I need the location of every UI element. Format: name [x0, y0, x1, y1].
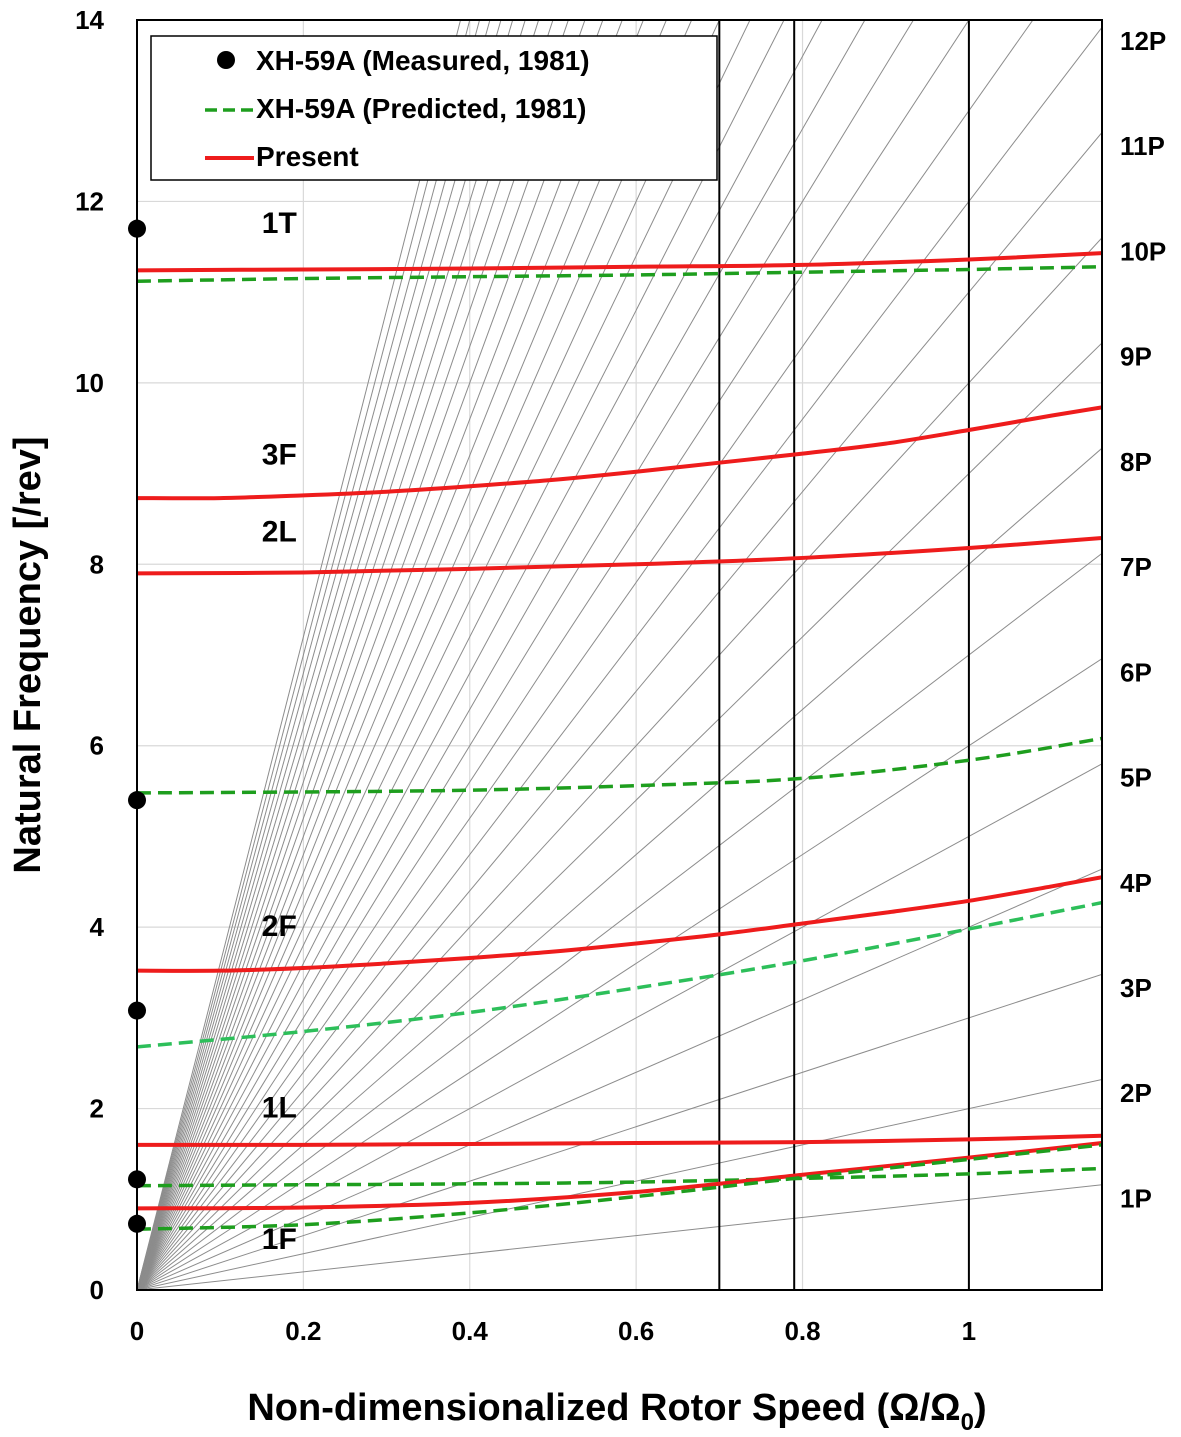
y-tick-label: 12: [75, 186, 104, 216]
x-axis-title-subscript: 0: [961, 1409, 974, 1436]
harmonic-line-25p: [137, 20, 604, 1290]
harmonic-line-7p: [137, 553, 1102, 1290]
x-tick-label: 0.8: [784, 1316, 820, 1346]
harmonic-label-9p: 9P: [1120, 342, 1152, 372]
mode-label-2l: 2L: [262, 516, 297, 549]
harmonic-line-34p: [137, 20, 481, 1290]
harmonic-line-13p: [137, 20, 1034, 1290]
series-line-present-2l: [137, 535, 1102, 576]
legend-label: XH-59A (Measured, 1981): [256, 45, 590, 76]
x-tick-label: 0.6: [618, 1316, 654, 1346]
harmonic-label-10p: 10P: [1120, 236, 1166, 266]
harmonic-line-4p: [137, 868, 1102, 1290]
x-tick-label: 0.2: [285, 1316, 321, 1346]
harmonic-line-17p: [137, 20, 823, 1290]
legend: XH-59A (Measured, 1981) XH-59A (Predicted…: [150, 35, 718, 181]
legend-marker-measured: [217, 51, 235, 69]
series-line-predicted-1t: [137, 264, 1102, 284]
harmonic-label-11p: 11P: [1120, 131, 1165, 161]
y-tick-label: 4: [90, 912, 105, 942]
harmonic-line-14p: [137, 20, 970, 1290]
harmonic-line-35p: [137, 20, 471, 1290]
plot-frame: [136, 19, 1103, 1291]
harmonic-line-32p: [137, 20, 502, 1290]
y-tick-label: 10: [75, 368, 104, 398]
harmonic-line-30p: [137, 20, 526, 1290]
harmonic-line-12p: [137, 26, 1102, 1290]
harmonic-line-8p: [137, 447, 1102, 1290]
y-tick-label: 0: [90, 1275, 104, 1305]
y-tick-label: 14: [75, 5, 104, 35]
series-line-present-1f: [137, 1141, 1102, 1211]
series-line-present-1l: [137, 1133, 1102, 1147]
harmonic-label-8p: 8P: [1120, 447, 1152, 477]
x-tick-label: 0: [130, 1316, 144, 1346]
harmonic-line-20p: [137, 20, 720, 1290]
x-tick-label: 0.4: [452, 1316, 489, 1346]
series-line-present-2f: [137, 875, 1102, 973]
harmonic-line-16p: [137, 20, 866, 1290]
x-axis-title-main: Non-dimensionalized Rotor Speed (Ω/Ω: [247, 1387, 960, 1429]
y-tick-label: 8: [90, 549, 104, 579]
x-axis-title: Non-dimensionalized Rotor Speed (Ω/Ω0): [247, 1387, 986, 1436]
mode-label-1f: 1F: [262, 1223, 297, 1256]
mode-label-3f: 3F: [262, 439, 297, 472]
harmonic-line-15p: [137, 20, 915, 1290]
harmonic-labels: 1P 2P 3P 4P 5P 6P 7P 8P 9P 10P 11P 12P: [1120, 26, 1166, 1214]
harmonic-line-26p: [137, 20, 586, 1290]
x-axis-title-close: ): [974, 1387, 987, 1429]
harmonic-label-5p: 5P: [1120, 763, 1152, 793]
harmonic-fan-lines: [137, 20, 1102, 1290]
harmonic-line-19p: [137, 20, 751, 1290]
harmonic-line-28p: [137, 20, 554, 1290]
mode-label-1l: 1L: [262, 1092, 297, 1125]
y-axis-title: Natural Frequency [/rev]: [7, 436, 49, 873]
mode-label-2f: 2F: [262, 910, 297, 943]
harmonic-label-4p: 4P: [1120, 868, 1152, 898]
mode-label-1t: 1T: [262, 207, 297, 240]
harmonic-label-3p: 3P: [1120, 973, 1152, 1003]
harmonic-label-2p: 2P: [1120, 1078, 1152, 1108]
series-line-predicted-1l: [137, 1166, 1102, 1188]
harmonic-line-1p: [137, 1184, 1102, 1290]
harmonic-line-3p: [137, 973, 1102, 1290]
harmonic-label-7p: 7P: [1120, 552, 1152, 582]
harmonic-line-36p: [137, 20, 462, 1290]
harmonic-line-29p: [137, 20, 540, 1290]
x-tick-label: 1: [962, 1316, 976, 1346]
series-line-predicted-2f: [137, 900, 1102, 1049]
harmonic-line-9p: [137, 342, 1102, 1290]
harmonic-line-5p: [137, 763, 1102, 1290]
mode-labels: 1T 3F 2L 2F 1L 1F: [262, 207, 297, 1256]
harmonic-line-18p: [137, 20, 785, 1290]
harmonic-label-6p: 6P: [1120, 657, 1152, 687]
series-line-present-3f: [137, 405, 1102, 501]
harmonic-line-27p: [137, 20, 569, 1290]
harmonic-line-33p: [137, 20, 491, 1290]
legend-label: Present: [256, 141, 359, 172]
legend-label: XH-59A (Predicted, 1981): [256, 93, 586, 124]
harmonic-line-31p: [137, 20, 514, 1290]
y-tick-label: 6: [90, 731, 104, 761]
harmonic-label-1p: 1P: [1120, 1183, 1152, 1213]
harmonic-line-11p: [137, 132, 1102, 1290]
operating-speed-lines: [718, 20, 970, 1290]
harmonic-line-21p: [137, 20, 693, 1290]
mode-curves: [137, 251, 1102, 1231]
harmonic-line-2p: [137, 1079, 1102, 1290]
harmonic-label-12p: 12P: [1120, 26, 1166, 56]
y-tick-label: 2: [90, 1094, 104, 1124]
harmonic-line-24p: [137, 20, 623, 1290]
harmonic-line-10p: [137, 237, 1102, 1290]
series-line-present-1t: [137, 251, 1102, 273]
